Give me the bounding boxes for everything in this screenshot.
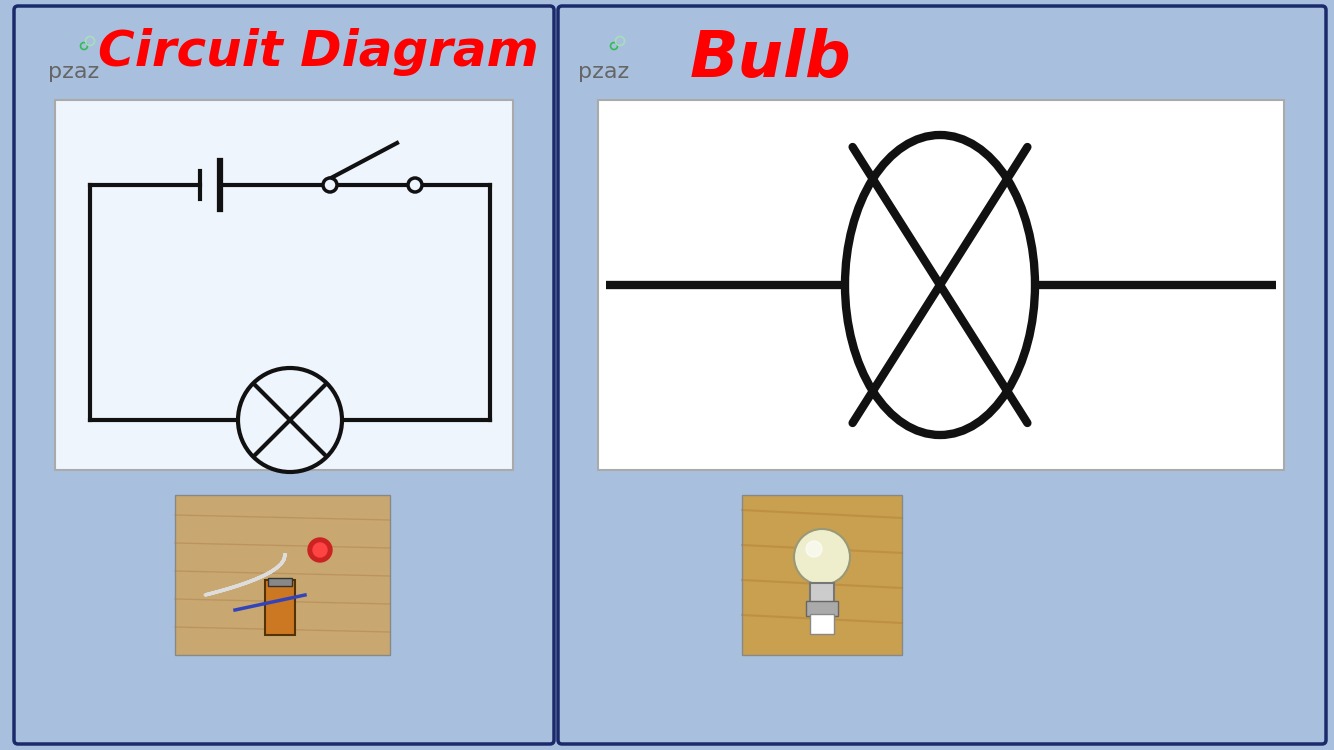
FancyBboxPatch shape (598, 100, 1285, 470)
Ellipse shape (844, 135, 1035, 435)
FancyBboxPatch shape (55, 100, 514, 470)
Circle shape (237, 368, 342, 472)
Circle shape (806, 541, 822, 557)
Circle shape (794, 529, 850, 585)
Text: Circuit Diagram: Circuit Diagram (97, 28, 539, 76)
Bar (810, 614, 834, 634)
Circle shape (408, 178, 422, 192)
Text: pzaz: pzaz (578, 62, 630, 82)
Text: pzaz: pzaz (48, 62, 99, 82)
Circle shape (308, 538, 332, 562)
Bar (268, 578, 292, 586)
Circle shape (313, 543, 327, 557)
Circle shape (323, 178, 338, 192)
Bar (810, 583, 834, 603)
Text: Bulb: Bulb (690, 28, 851, 90)
Bar (175, 495, 390, 655)
Bar (806, 601, 838, 616)
Bar (265, 580, 295, 635)
FancyBboxPatch shape (13, 6, 554, 744)
Bar (742, 495, 902, 655)
FancyBboxPatch shape (558, 6, 1326, 744)
